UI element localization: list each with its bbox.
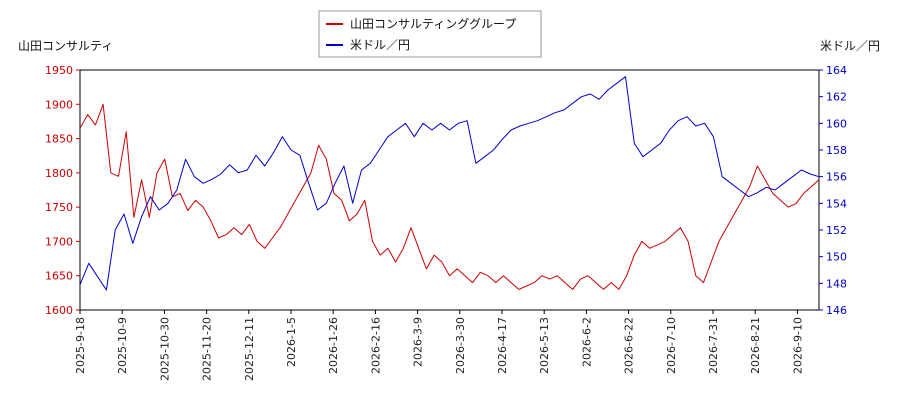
left-tick-label: 1950: [45, 64, 73, 77]
series-line-yamada: [79, 103, 820, 290]
right-tick-label: 154: [826, 197, 847, 210]
left-tick-label: 1700: [45, 235, 73, 248]
legend-box: [318, 10, 542, 58]
x-tick-label: 2026-5-13: [538, 317, 551, 374]
right-tick-label: 160: [826, 117, 847, 130]
x-tick-label: 2025-10-30: [158, 317, 171, 381]
left-tick-label: 1750: [45, 201, 73, 214]
x-tick-label: 2026-7-31: [707, 317, 720, 374]
y-left-axis-label: 山田コンサルティ: [18, 39, 113, 53]
x-axis: 2025-9-18 2025-10-9 2025-10-30 2025-11-20 20…: [74, 310, 804, 381]
x-tick-label: 2026-3-9: [412, 317, 425, 367]
right-tick-label: 152: [826, 224, 847, 237]
left-tick-label: 1800: [45, 167, 73, 180]
legend-label-usdjpy: 米ドル／円: [350, 38, 410, 52]
right-tick-label: 150: [826, 251, 847, 264]
x-tick-label: 2026-8-21: [749, 317, 762, 374]
x-tick-label: 2026-1-26: [327, 317, 340, 374]
left-tick-label: 1850: [45, 133, 73, 146]
series-line-usdjpy: [79, 76, 820, 291]
x-tick-label: 2026-3-30: [454, 317, 467, 374]
right-axis: 146 148 150 152 154 156 158 160 162 164: [819, 64, 847, 317]
y-right-axis-label: 米ドル／円: [820, 39, 880, 53]
x-tick-label: 2025-12-11: [243, 317, 256, 381]
x-tick-label: 2026-6-2: [580, 317, 593, 367]
x-tick-label: 2025-10-9: [116, 317, 129, 374]
series-layer: [79, 76, 820, 291]
right-tick-label: 146: [826, 304, 847, 317]
right-tick-label: 148: [826, 277, 847, 290]
left-tick-label: 1650: [45, 270, 73, 283]
left-axis: 1600 1650 1700 1750 1800 1850 1900 1950: [45, 64, 80, 317]
x-tick-label: 2025-9-18: [74, 317, 87, 374]
right-tick-label: 158: [826, 144, 847, 157]
legend: 山田コンサルティンググループ 米ドル／円: [318, 10, 542, 58]
x-tick-label: 2026-6-22: [623, 317, 636, 374]
x-tick-label: 2026-7-10: [665, 317, 678, 374]
right-tick-label: 156: [826, 171, 847, 184]
x-tick-label: 2025-11-20: [201, 317, 214, 381]
left-tick-label: 1900: [45, 98, 73, 111]
right-tick-label: 162: [826, 91, 847, 104]
left-tick-label: 1600: [45, 304, 73, 317]
x-tick-label: 2026-9-10: [791, 317, 804, 374]
x-tick-label: 2026-1-5: [285, 317, 298, 367]
legend-label-yamada: 山田コンサルティンググループ: [350, 17, 516, 31]
x-tick-label: 2026-2-16: [369, 317, 382, 374]
right-tick-label: 164: [826, 64, 847, 77]
x-tick-label: 2026-4-17: [496, 317, 509, 374]
plot-frame: [79, 69, 820, 311]
